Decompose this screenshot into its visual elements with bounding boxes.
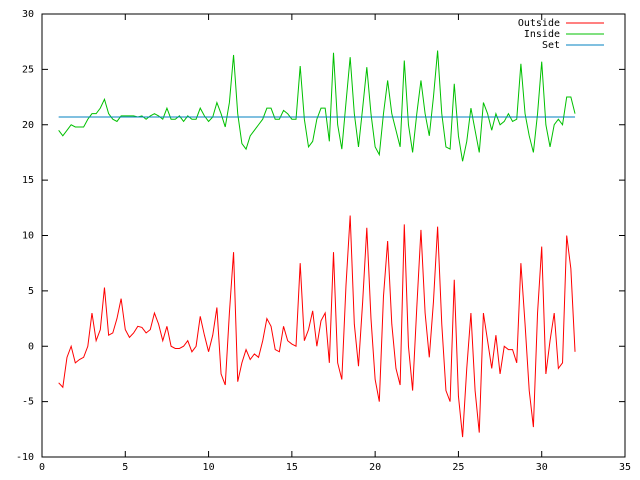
series-line: [58, 215, 576, 438]
x-tick-label: 0: [39, 462, 45, 473]
legend-label: Outside: [518, 18, 560, 29]
y-tick-label: 25: [22, 64, 34, 75]
legend-label: Inside: [524, 29, 560, 40]
x-tick-label: 5: [122, 462, 128, 473]
y-tick-label: -5: [22, 397, 34, 408]
series-line: [58, 50, 576, 162]
y-tick-label: 20: [22, 120, 34, 131]
y-tick-label: 10: [22, 231, 34, 242]
legend-label: Set: [542, 40, 560, 51]
x-tick-label: 20: [369, 462, 381, 473]
y-tick-label: 15: [22, 175, 34, 186]
x-tick-label: 15: [286, 462, 298, 473]
y-tick-label: 0: [28, 341, 34, 352]
x-tick-label: 25: [452, 462, 464, 473]
x-tick-label: 35: [619, 462, 631, 473]
y-tick-label: 5: [28, 286, 34, 297]
x-tick-label: 10: [203, 462, 215, 473]
x-tick-label: 30: [536, 462, 548, 473]
y-tick-label: 30: [22, 9, 34, 20]
y-tick-label: -10: [16, 452, 34, 463]
